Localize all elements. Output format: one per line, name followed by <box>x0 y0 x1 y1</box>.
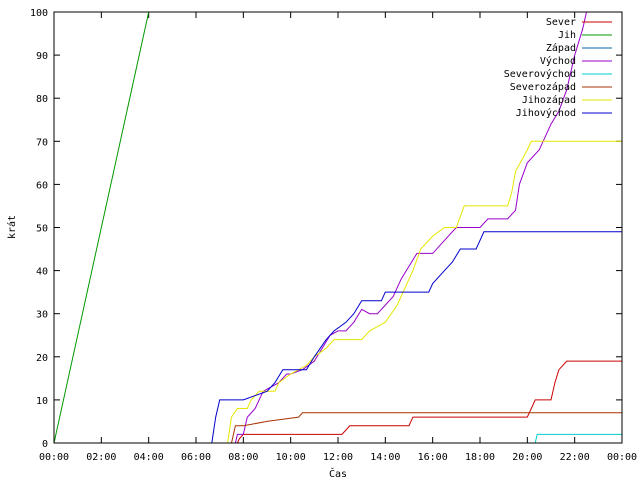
y-tick-label: 70 <box>36 137 48 148</box>
legend-label: Sever <box>546 17 576 28</box>
y-tick-label: 80 <box>36 94 48 105</box>
x-tick-label: 20:00 <box>512 452 542 463</box>
x-tick-label: 12:00 <box>323 452 353 463</box>
legend-label: Západ <box>546 42 576 54</box>
axis-ticks <box>53 11 623 444</box>
x-tick-label: 14:00 <box>370 452 400 463</box>
legend-label: Severozápad <box>510 81 576 93</box>
x-tick-label: 08:00 <box>228 452 258 463</box>
legend-label: Jihozápad <box>522 94 576 106</box>
y-tick-label: 10 <box>36 396 48 407</box>
legend-label: Jih <box>558 30 576 41</box>
y-tick-label: 90 <box>36 51 48 62</box>
x-tick-label: 00:00 <box>39 452 69 463</box>
plot-frame <box>53 11 623 444</box>
y-tick-label: 20 <box>36 353 48 364</box>
x-tick-label: 22:00 <box>560 452 590 463</box>
series-line-0 <box>236 360 622 444</box>
y-tick-label: 100 <box>30 8 48 19</box>
x-tick-label: 04:00 <box>134 452 164 463</box>
series-line-7 <box>211 231 622 444</box>
series-line-4 <box>534 433 622 444</box>
x-tick-label: 10:00 <box>276 452 306 463</box>
y-tick-label: 40 <box>36 267 48 278</box>
y-tick-label: 60 <box>36 180 48 191</box>
series-line-5 <box>231 412 622 444</box>
series-line-1 <box>53 11 150 444</box>
x-tick-label: 00:00 <box>607 452 637 463</box>
legend: Sever JihZápadVýchodSeverovýchodSeverozáp… <box>504 17 612 119</box>
series-line-6 <box>227 140 622 444</box>
legend-label: Východ <box>540 55 576 67</box>
legend-label: Jihovýchod <box>516 107 576 119</box>
series-lines <box>53 11 622 444</box>
legend-label: Severovýchod <box>504 68 576 80</box>
x-tick-label: 06:00 <box>181 452 211 463</box>
series-line-3 <box>234 11 587 444</box>
y-tick-label: 30 <box>36 310 48 321</box>
y-tick-label: 0 <box>42 439 48 450</box>
y-axis-title: krát <box>6 215 18 239</box>
x-tick-label: 18:00 <box>465 452 495 463</box>
axis-tick-labels: 00:00 02:00 04:00 06:00 08:00 10:00 12:00 14:00… <box>30 8 637 463</box>
x-tick-label: 02:00 <box>86 452 116 463</box>
x-axis-title: Čas <box>329 467 347 480</box>
x-tick-label: 16:00 <box>418 452 448 463</box>
y-tick-label: 50 <box>36 224 48 235</box>
